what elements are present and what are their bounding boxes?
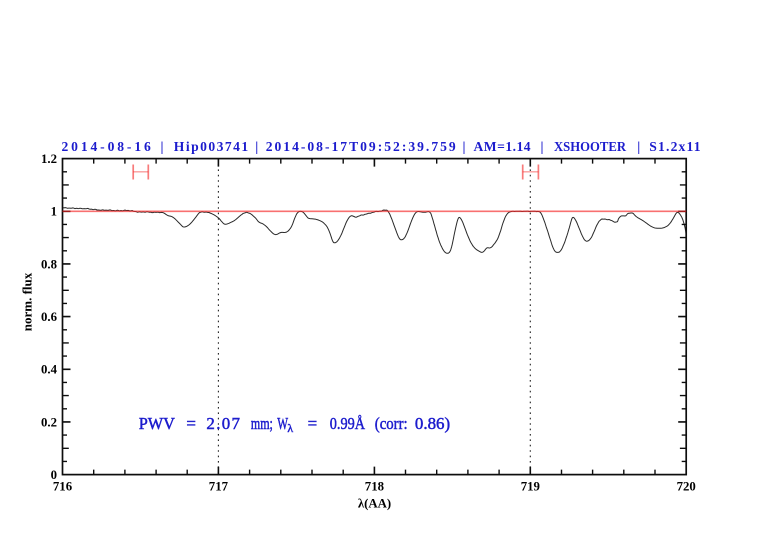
svg-text:720: 720 [677,480,696,494]
svg-text:0.8: 0.8 [41,257,57,271]
svg-text:|: | [161,139,164,154]
svg-text:λ(AA): λ(AA) [358,497,391,511]
svg-text:|: | [463,139,466,154]
svg-text:0: 0 [51,468,57,482]
svg-text:1: 1 [51,205,57,219]
svg-text:XSHOOTER: XSHOOTER [554,139,626,154]
svg-text:2014-08-17T09:52:39.759: 2014-08-17T09:52:39.759 [266,139,456,154]
svg-text:λ: λ [287,421,293,435]
svg-text:718: 718 [365,480,384,494]
svg-text:W: W [277,414,288,433]
svg-text:PWV: PWV [139,414,176,433]
svg-text:|: | [541,139,544,154]
svg-text:=: = [186,414,196,433]
svg-text:0.6: 0.6 [41,310,58,324]
svg-text:716: 716 [53,480,73,494]
svg-text:|: | [255,139,258,154]
svg-text:=: = [308,414,318,433]
svg-text:1.2: 1.2 [41,152,57,166]
svg-text:0.4: 0.4 [41,363,58,377]
svg-text:S1.2x11: S1.2x11 [649,139,700,154]
svg-text:0.99Å: 0.99Å [330,414,366,433]
svg-text:norm. flux: norm. flux [20,272,35,331]
svg-text:(corr:: (corr: [375,414,408,433]
svg-text:AM=1.14: AM=1.14 [474,139,531,154]
svg-text:Hip003741: Hip003741 [174,139,249,154]
svg-text:0.2: 0.2 [41,415,57,429]
svg-text:|: | [637,139,640,154]
svg-text:717: 717 [209,480,229,494]
svg-text:mm;: mm; [251,414,273,433]
svg-text:719: 719 [521,480,540,494]
svg-text:0.86): 0.86) [415,414,450,433]
svg-text:2.07: 2.07 [206,414,240,433]
